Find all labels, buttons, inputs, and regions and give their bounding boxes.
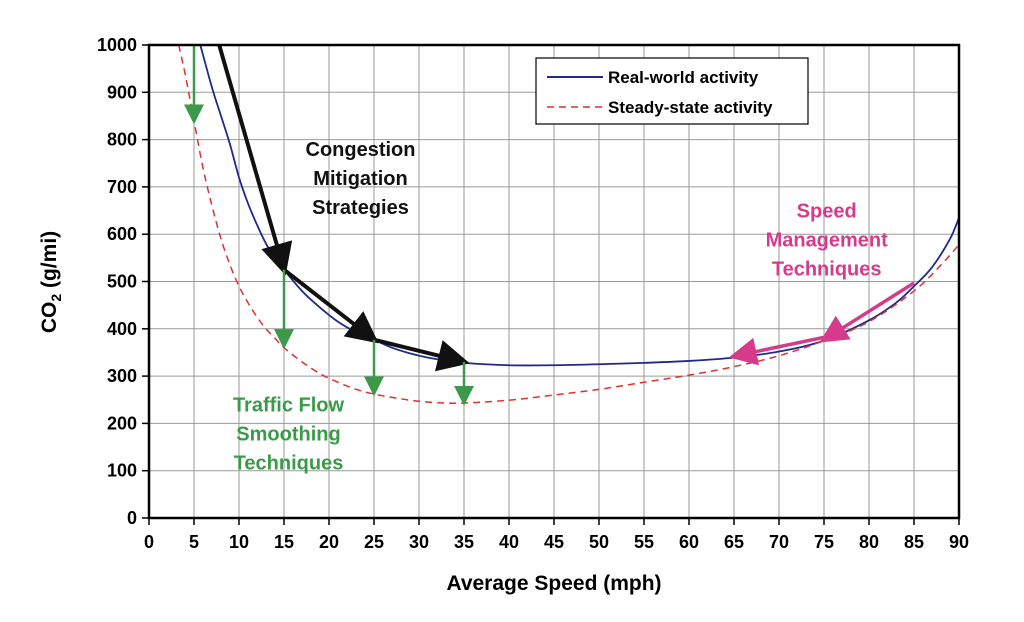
congestion-annotation-line: Strategies bbox=[312, 197, 409, 219]
congestion-annotation-line: Congestion bbox=[306, 139, 416, 161]
x-tick-label: 75 bbox=[814, 532, 834, 552]
congestion-annotation-line: Mitigation bbox=[313, 168, 407, 190]
x-axis-title: Average Speed (mph) bbox=[446, 572, 661, 595]
x-tick-label: 65 bbox=[724, 532, 744, 552]
y-tick-label: 0 bbox=[127, 508, 137, 528]
x-tick-label: 80 bbox=[859, 532, 879, 552]
speed-annotation: Speed Management Techniques bbox=[766, 201, 889, 281]
legend-label-steady-state: Steady-state activity bbox=[608, 98, 773, 117]
x-tick-label: 35 bbox=[454, 532, 474, 552]
x-tick-label: 60 bbox=[679, 532, 699, 552]
x-tick-label: 40 bbox=[499, 532, 519, 552]
congestion-arrow bbox=[217, 44, 293, 276]
y-tick-label: 400 bbox=[107, 319, 137, 339]
y-tick-label: 700 bbox=[107, 177, 137, 197]
x-tick-label: 50 bbox=[589, 532, 609, 552]
speed-arrow bbox=[819, 281, 915, 343]
y-axis-title-unit: (g/mi) bbox=[38, 231, 61, 294]
congestion-arrow bbox=[373, 337, 470, 372]
x-tick-label: 20 bbox=[319, 532, 339, 552]
y-tick-label: 300 bbox=[107, 366, 137, 386]
x-tick-label: 5 bbox=[189, 532, 199, 552]
speed-arrow bbox=[728, 335, 825, 366]
speed-annotation-line: Techniques bbox=[772, 259, 882, 281]
congestion-annotation: Congestion Mitigation Strategies bbox=[306, 139, 416, 219]
x-tick-label: 85 bbox=[904, 532, 924, 552]
y-tick-label: 800 bbox=[107, 130, 137, 150]
traffic-annotation-line: Techniques bbox=[234, 453, 344, 475]
y-axis-title-sub: 2 bbox=[48, 294, 64, 302]
x-tick-label: 55 bbox=[634, 532, 654, 552]
traffic-annotation-line: Traffic Flow bbox=[233, 395, 345, 417]
annotations: Congestion Mitigation Strategies Traffic Fl… bbox=[233, 139, 888, 474]
x-axis-ticks: 0 5 10 15 20 25 30 35 40 45 50 55 60 65 70 75 80 85 90 bbox=[144, 518, 969, 552]
y-axis-title: CO2 (g/mi) bbox=[38, 231, 64, 333]
legend-box bbox=[535, 57, 809, 125]
y-tick-label: 500 bbox=[107, 272, 137, 292]
x-tick-label: 70 bbox=[769, 532, 789, 552]
y-axis-title-main: CO bbox=[38, 302, 61, 334]
y-tick-label: 1000 bbox=[97, 35, 137, 55]
speed-annotation-line: Speed bbox=[797, 201, 857, 223]
x-tick-label: 0 bbox=[144, 532, 154, 552]
y-tick-label: 600 bbox=[107, 224, 137, 244]
x-tick-label: 30 bbox=[409, 532, 429, 552]
x-tick-label: 90 bbox=[949, 532, 969, 552]
x-tick-label: 45 bbox=[544, 532, 564, 552]
strategy-arrows bbox=[184, 44, 915, 406]
y-tick-label: 200 bbox=[107, 413, 137, 433]
legend: Real-world activity Steady-state activit… bbox=[535, 57, 809, 125]
traffic-annotation: Traffic Flow Smoothing Techniques bbox=[233, 395, 345, 475]
speed-annotation-line: Management bbox=[766, 230, 889, 252]
x-tick-label: 10 bbox=[229, 532, 249, 552]
traffic-annotation-line: Smoothing bbox=[236, 424, 340, 446]
y-axis-ticks: 0 100 200 300 400 500 600 700 800 900 1000 bbox=[97, 35, 149, 528]
x-tick-label: 15 bbox=[274, 532, 294, 552]
x-tick-label: 25 bbox=[364, 532, 384, 552]
legend-label-real-world: Real-world activity bbox=[608, 68, 759, 87]
y-tick-label: 900 bbox=[107, 82, 137, 102]
congestion-arrow bbox=[282, 268, 379, 344]
y-tick-label: 100 bbox=[107, 461, 137, 481]
